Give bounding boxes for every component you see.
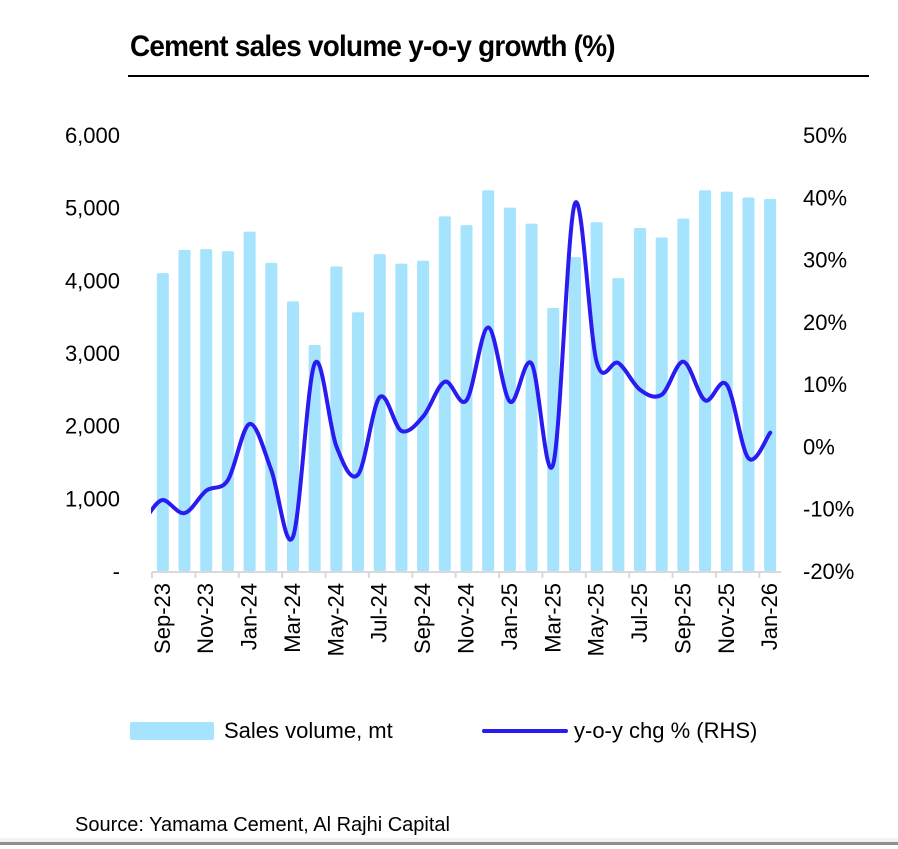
bar-Nov-23 [200,249,213,571]
bar-Apr-24 [308,345,321,571]
bar-Dec-23 [221,251,234,571]
x-tick-label: Mar-25 [540,583,565,653]
legend-label-sales-volume: Sales volume, mt [224,718,393,743]
x-tick-label: Jan-26 [757,583,782,650]
bar-Jan-26 [764,198,777,572]
footer-rule [0,842,898,845]
y-right-tick-label: -20% [803,559,854,584]
legend-bar-swatch [130,722,214,740]
x-tick-label: Sep-23 [150,583,175,654]
y-right-tick-label: 30% [803,248,847,273]
bar-Dec-24 [482,190,495,571]
bar-Jul-25 [634,228,647,571]
bar-Apr-25 [568,257,581,571]
x-tick-label: Jul-25 [627,583,652,643]
bar-Aug-24 [395,263,408,571]
bar-series [156,190,777,572]
y-left-tick-label: 2,000 [65,414,120,439]
x-tick-label: Sep-25 [670,583,695,654]
bar-Oct-23 [178,249,191,571]
x-tick-label: Nov-23 [193,583,218,654]
bar-Jun-25 [612,278,625,571]
bar-Jun-24 [352,312,365,571]
footer-shade [0,838,898,842]
bar-May-25 [590,222,603,571]
y-right-tick-label: 50% [803,123,847,148]
line-series [151,200,773,542]
yoy-line [151,200,773,542]
bar-Mar-24 [286,301,299,571]
x-tick-label: Jan-24 [237,583,262,650]
y-left-tick-label: 5,000 [65,196,120,221]
x-tick-label: Nov-25 [714,583,739,654]
bar-Nov-25 [720,191,733,571]
bar-Dec-25 [742,197,755,571]
bar-Aug-25 [655,237,668,571]
legend-line-swatch [482,729,568,733]
x-tick-label: Sep-24 [410,583,435,654]
y-right-tick-label: 20% [803,310,847,335]
y-right-tick-label: -10% [803,497,854,522]
y-right-tick-label: 40% [803,185,847,210]
bar-Jan-25 [503,207,516,571]
bar-Jul-24 [373,254,386,571]
x-tick-label: Nov-24 [454,583,479,654]
x-tick-label: Mar-24 [280,583,305,653]
x-tick-label: May-24 [323,583,348,656]
chart-title: Cement sales volume y-o-y growth (%) [130,30,616,63]
y-left-tick-label: 4,000 [65,268,120,293]
bar-Oct-25 [699,190,712,571]
y-right-tick-label: 0% [803,434,835,459]
x-axis: Sep-23 Nov-23 Jan-24 Mar-24 May-24 Jul-24 Sep-… [150,571,782,656]
y-axis-left: - 1,000 2,000 3,000 4,000 5,000 6,000 [65,123,120,584]
title-underline [128,75,869,77]
legend-item-sales-volume: Sales volume, mt [130,718,393,744]
y-left-tick-label: 1,000 [65,486,120,511]
legend-label-yoy: y-o-y chg % (RHS) [574,718,758,743]
x-tick-label: May-25 [584,583,609,656]
bar-Oct-24 [438,216,451,572]
legend-item-yoy: y-o-y chg % (RHS) [482,718,757,744]
y-right-tick-label: 10% [803,372,847,397]
bar-Mar-25 [547,307,560,571]
y-left-tick-label: 3,000 [65,341,120,366]
bar-Jan-24 [243,231,256,571]
y-left-tick-label: - [113,559,120,584]
y-left-tick-label: 6,000 [65,123,120,148]
x-tick-label: Jul-24 [367,583,392,643]
x-tick-label: Jan-25 [497,583,522,650]
source-note: Source: Yamama Cement, Al Rajhi Capital [75,814,450,836]
bar-Feb-25 [525,223,538,572]
bar-Sep-23 [156,273,169,571]
bar-Feb-24 [265,262,278,571]
bar-Sep-25 [677,218,690,572]
y-axis-right: -20% -10% 0% 10% 20% 30% 40% 50% [803,123,854,584]
bar-May-24 [330,266,343,571]
